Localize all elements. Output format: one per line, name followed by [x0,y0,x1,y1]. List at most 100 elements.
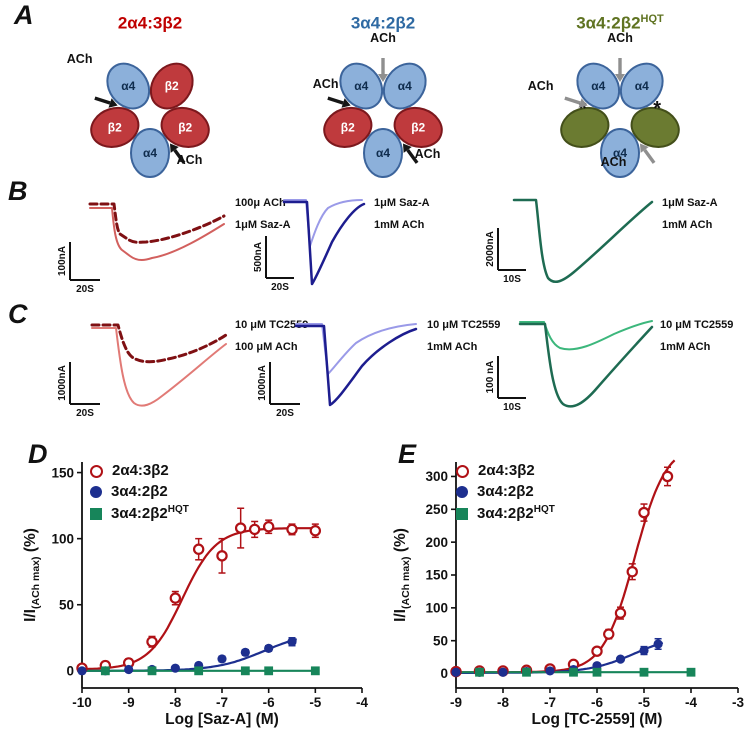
subunit-label: α4 [376,146,390,160]
data-point [146,636,158,648]
receptor-title-text: 3α4:2β2 [350,13,416,33]
x-tick-label: -4 [356,695,368,710]
data-point [170,663,180,673]
x-tick-label: -10 [72,695,92,710]
receptor-subunit [339,62,384,110]
ach-arrowhead-icon [639,143,649,153]
legend-item: 3α4:2β2HQT [456,504,555,523]
legend-item: 3α4:2β2HQT [90,504,189,523]
receptor-2a4-3b2: 2α4:3β2 α4 β2 β2 α4 β2 ACh ACh [65,8,235,198]
current-trace-svg: 100nA 20S [57,202,226,295]
data-point [248,523,261,536]
open-circle-marker-icon [90,464,103,478]
scalebar-time-label: 20S [276,408,294,419]
y-axis-label: I/I(ACh max) (%) [391,528,413,622]
fit-curve [456,641,664,674]
data-point [591,645,603,657]
trace-label: 1μM Saz-A [374,197,430,209]
ach-label: ACh [67,52,93,66]
current-trace [88,202,226,244]
scalebar-current-label: 2000nA [485,231,496,267]
receptor-subunit [130,128,170,178]
x-tick-label: -9 [123,695,135,710]
legend-label: 3α4:2β2HQT [477,504,555,522]
current-trace-svg: 100 nA 10S [485,320,654,413]
ach-arrow-icon [643,148,656,164]
current-trace [294,324,418,407]
scalebar-time-label: 20S [76,284,94,295]
x-axis-label: Log [TC-2559] (M) [531,711,663,728]
legend-label: 3α4:2β2HQT [111,504,189,522]
data-point [626,566,638,578]
scalebar-time-label: 10S [503,274,521,285]
current-trace [283,199,363,247]
trace-group-c-3a4-2b2-hqt: 100 nA 10S 10 μM TC2559 1mM ACh [485,312,734,427]
current-trace-svg: 500nA 20S [253,199,366,293]
data-point [603,628,615,640]
panel-label-d: D [28,439,48,469]
x-tick-label: -7 [216,695,228,710]
ach-arrow-icon [173,148,186,164]
data-point [592,667,602,677]
chart-d-legend: 2α4:3β2 3α4:2β2 3α4:2β2HQT [90,462,189,523]
panel-label-e: E [398,439,417,469]
data-point [264,666,274,676]
scalebar-current-label: 500nA [253,242,264,272]
receptor-3a4-2b2-hqt: 3α4:2β2HQT α4 α4 * α4 * ACh ACh ACh [528,8,705,198]
data-point [77,666,87,676]
current-trace [519,320,653,351]
x-axis-label: Log [Saz-A] (M) [165,711,279,728]
y-tick-label: 0 [440,666,448,681]
x-tick-label: -8 [169,695,181,710]
ach-arrow-icon [406,148,419,164]
filled-square-marker-icon [456,507,468,520]
receptor-title: 3α4:2β2HQT [535,8,705,33]
x-tick-label: -5 [309,695,321,710]
current-trace [91,327,227,407]
receptor-diagram: α4 α4 β2 α4 β2 ACh ACh ACh [313,31,443,178]
trace-label: 10 μM TC2559 [427,319,501,331]
scalebar-current-label: 1000nA [257,365,268,401]
ach-label: ACh [415,147,441,161]
data-point [686,667,696,677]
current-trace [295,323,417,375]
y-tick-label: 150 [425,568,448,583]
subunit-label: β2 [108,120,122,134]
receptor-subunit [90,106,140,148]
legend-label: 2α4:3β2 [112,462,169,479]
data-point [653,639,663,649]
subunit-label: α4 [635,79,649,93]
chart-e-plot: -9 -8 -7 -6 -5 -4 -3 0 50 100 150 200 250 300 [425,459,744,710]
ach-arrowhead-icon [169,143,179,153]
trace-group-b-3a4-2b2-hqt: 2000nA 10S 1μM Saz-A 1mM ACh [485,190,718,302]
data-point [234,522,247,534]
data-point [639,667,649,677]
receptor-subunit [323,106,373,148]
y-tick-label: 300 [425,469,448,484]
scalebar-current-label: 100 nA [485,361,496,394]
data-point [310,666,320,676]
trace-label: 100 μM ACh [235,341,298,353]
data-point [614,607,627,619]
subunit-label: α4 [121,79,135,93]
current-trace [512,198,654,284]
trace-label: 1μM Saz-A [662,197,718,209]
trace-group-b-3a4-2b2: 500nA 20S 1μM Saz-A 1mM ACh [253,190,430,302]
x-tick-label: -9 [450,695,462,710]
data-point [194,666,204,676]
data-point [192,543,205,555]
receptor-title-sup: HQT [640,13,664,25]
ach-arrowhead-icon [108,98,118,108]
chart-d-plot: -10 -9 -8 -7 -6 -5 -4 0 50 100 150 [51,462,368,710]
data-point [217,654,227,664]
data-point [498,667,508,677]
y-tick-label: 200 [425,535,448,550]
subunit-label: β2 [178,120,192,134]
trace-label: 1mM ACh [660,341,711,353]
data-point [545,666,555,676]
trace-label: 10 μM TC2559 [660,319,734,331]
receptor-subunit [630,106,680,148]
trace-condition-labels: 10 μM TC2559 1mM ACh [427,312,500,358]
filled-square-marker-icon [90,507,102,520]
panel-e-dose-response: -9 -8 -7 -6 -5 -4 -3 0 50 100 150 200 250 300 I/I(ACh… [388,448,752,739]
